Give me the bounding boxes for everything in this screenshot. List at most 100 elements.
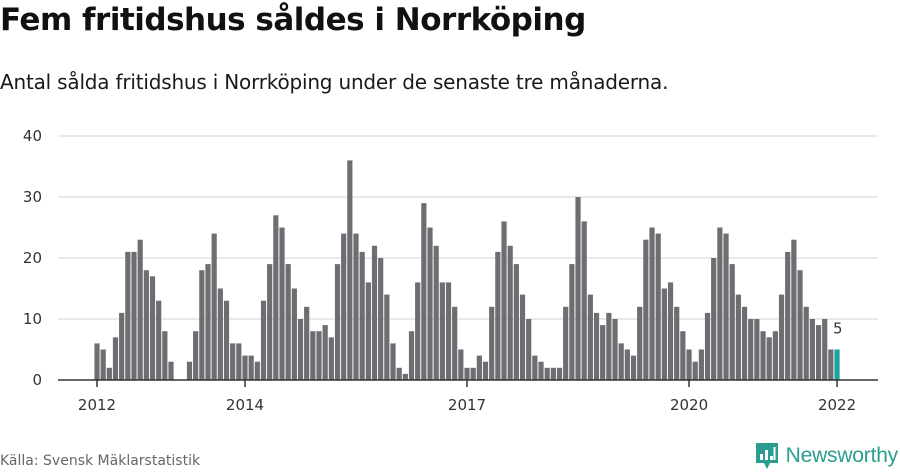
bar: [223, 300, 230, 380]
bar: [538, 361, 544, 380]
bar: [760, 331, 766, 380]
bar: [624, 349, 630, 380]
bar: [211, 233, 217, 380]
bar: [612, 319, 618, 380]
bar: [433, 245, 439, 380]
y-tick-label: 10: [23, 310, 42, 328]
highlight-bar: [834, 349, 840, 380]
bar: [723, 233, 729, 380]
bar: [273, 215, 279, 380]
bar: [692, 361, 698, 380]
last-value-annotation: 5: [833, 320, 843, 338]
bar: [563, 306, 569, 380]
bar: [119, 312, 125, 380]
gridlines: [58, 135, 878, 320]
bar: [248, 355, 254, 380]
bar: [655, 233, 661, 380]
bar: [131, 251, 137, 380]
bar: [674, 306, 680, 380]
bar: [686, 349, 692, 380]
x-tick-label: 2012: [78, 396, 116, 414]
x-tick-label: 2020: [670, 396, 708, 414]
bar: [464, 367, 470, 380]
bar: [556, 367, 563, 380]
chart-title: Fem fritidshus såldes i Norrköping: [0, 2, 586, 38]
bar: [778, 294, 785, 380]
axis-labels: 0 10 20 30 40 5 2012 2014 2017 2020 2022: [23, 127, 856, 414]
bar: [569, 264, 575, 380]
bar: [600, 325, 606, 380]
newsworthy-logo[interactable]: Newsworthy: [754, 441, 898, 471]
bar: [667, 282, 674, 380]
bar: [507, 245, 513, 380]
bar: [717, 227, 723, 380]
bar: [809, 319, 815, 380]
bar: [649, 227, 655, 380]
y-tick-label: 20: [23, 249, 42, 267]
bar: [316, 331, 322, 380]
bar: [470, 367, 476, 380]
y-tick-label: 30: [23, 188, 42, 206]
bar: [359, 251, 365, 380]
bar: [162, 331, 168, 380]
bar: [501, 221, 507, 380]
source-note: Källa: Svensk Mäklarstatistik: [0, 453, 201, 469]
bar: [421, 203, 427, 380]
bar: [526, 319, 532, 380]
bar: [766, 337, 772, 380]
bar: [205, 264, 211, 380]
bar: [513, 264, 519, 380]
bar: [482, 361, 489, 380]
bar: [334, 264, 341, 380]
bar: [452, 306, 458, 380]
bar: [593, 312, 600, 380]
bar: [304, 306, 310, 380]
bar: [137, 239, 143, 380]
bar: [803, 306, 809, 380]
bar: [254, 361, 260, 380]
bar: [785, 251, 791, 380]
x-axis: [58, 379, 878, 387]
bar: [575, 197, 581, 380]
bar: [106, 367, 112, 380]
bar: [347, 160, 353, 380]
bar-chart-speech-bubble-icon: [755, 443, 778, 469]
bar: [149, 276, 156, 380]
x-tick-label: 2017: [448, 396, 486, 414]
bar: [532, 355, 538, 380]
bar: [637, 306, 643, 380]
bar-chart: 0 10 20 30 40 5 2012 2014 2017 2020 2022: [23, 127, 878, 414]
bar: [322, 325, 328, 380]
y-tick-label: 0: [32, 371, 42, 389]
bar: [217, 288, 223, 380]
bar: [365, 282, 371, 380]
bar: [297, 319, 304, 380]
bar: [754, 319, 760, 380]
bar: [643, 239, 649, 380]
x-tick-label: 2014: [226, 396, 264, 414]
bar: [390, 343, 396, 380]
bar: [143, 270, 149, 380]
bar: [618, 343, 624, 380]
bar: [680, 331, 686, 380]
bar: [772, 331, 778, 380]
bar: [458, 349, 464, 380]
bar: [791, 239, 797, 380]
bar: [112, 337, 119, 380]
bar: [495, 251, 501, 380]
bar: [402, 373, 408, 380]
bar: [729, 264, 735, 380]
bar: [606, 312, 612, 380]
bar: [630, 355, 637, 380]
bar: [704, 312, 711, 380]
chart-subtitle: Antal sålda fritidshus i Norrköping unde…: [0, 70, 669, 94]
bar: [415, 282, 421, 380]
bar: [353, 233, 359, 380]
bar: [279, 227, 285, 380]
bar: [156, 300, 162, 380]
x-tick-label: 2022: [818, 396, 856, 414]
bar: [168, 361, 174, 380]
bar: [741, 306, 748, 380]
bar: [550, 367, 556, 380]
bar: [396, 367, 402, 380]
